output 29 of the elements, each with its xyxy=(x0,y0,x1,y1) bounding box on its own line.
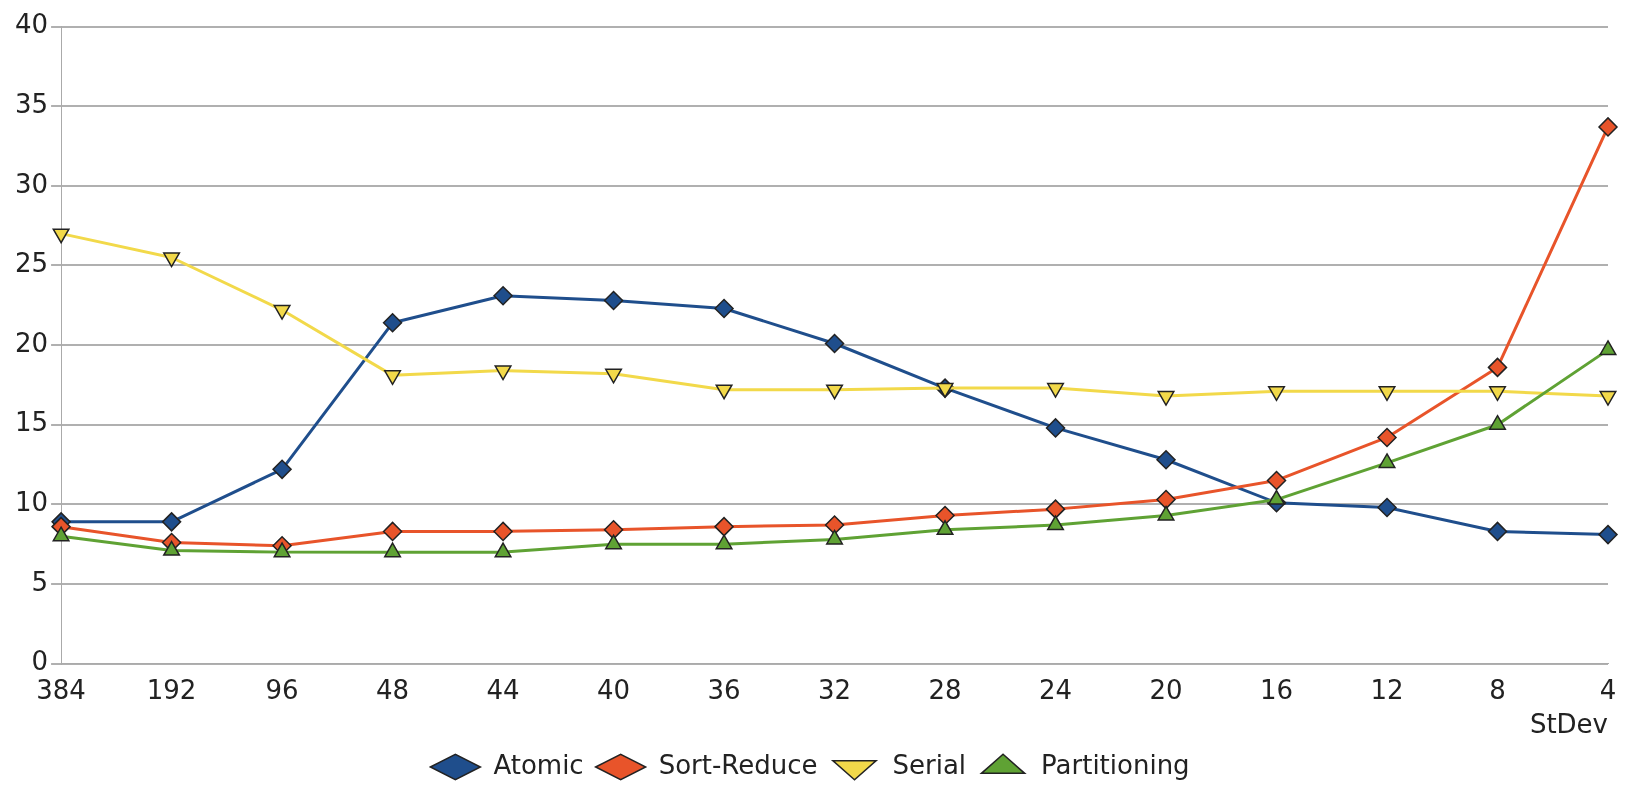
x-tick-label: 44 xyxy=(486,674,520,705)
x-tick-label: 8 xyxy=(1489,674,1506,705)
y-tick-label: 35 xyxy=(14,88,49,119)
y-tick-label: 25 xyxy=(14,248,49,279)
x-tick-label: 96 xyxy=(265,674,299,705)
y-tick-label: 15 xyxy=(14,407,49,438)
x-tick-label: 192 xyxy=(146,674,197,705)
y-tick-label: 10 xyxy=(14,487,49,518)
x-tick-label: 20 xyxy=(1149,674,1183,705)
x-tick-label: 384 xyxy=(36,674,86,705)
y-tick-label: 30 xyxy=(14,168,49,199)
y-tick-label: 20 xyxy=(14,327,49,358)
legend-label: Partitioning xyxy=(1041,749,1190,780)
x-tick-label: 12 xyxy=(1370,674,1404,705)
x-axis-title: StDev xyxy=(1529,709,1608,740)
x-tick-label: 48 xyxy=(376,674,410,705)
x-tick-label: 24 xyxy=(1038,674,1073,705)
x-tick-label: 16 xyxy=(1259,674,1294,705)
x-tick-label: 4 xyxy=(1599,674,1617,705)
y-tick-label: 0 xyxy=(31,646,49,677)
y-tick-label: 5 xyxy=(31,566,49,597)
legend-label: Atomic xyxy=(493,749,584,780)
x-tick-label: 40 xyxy=(597,674,631,705)
y-tick-label: 40 xyxy=(14,9,49,40)
x-tick-label: 28 xyxy=(928,674,962,705)
legend-label: Serial xyxy=(892,749,967,780)
x-tick-label: 36 xyxy=(707,674,741,705)
x-tick-label: 32 xyxy=(818,674,852,705)
legend-label: Sort-Reduce xyxy=(658,749,818,780)
